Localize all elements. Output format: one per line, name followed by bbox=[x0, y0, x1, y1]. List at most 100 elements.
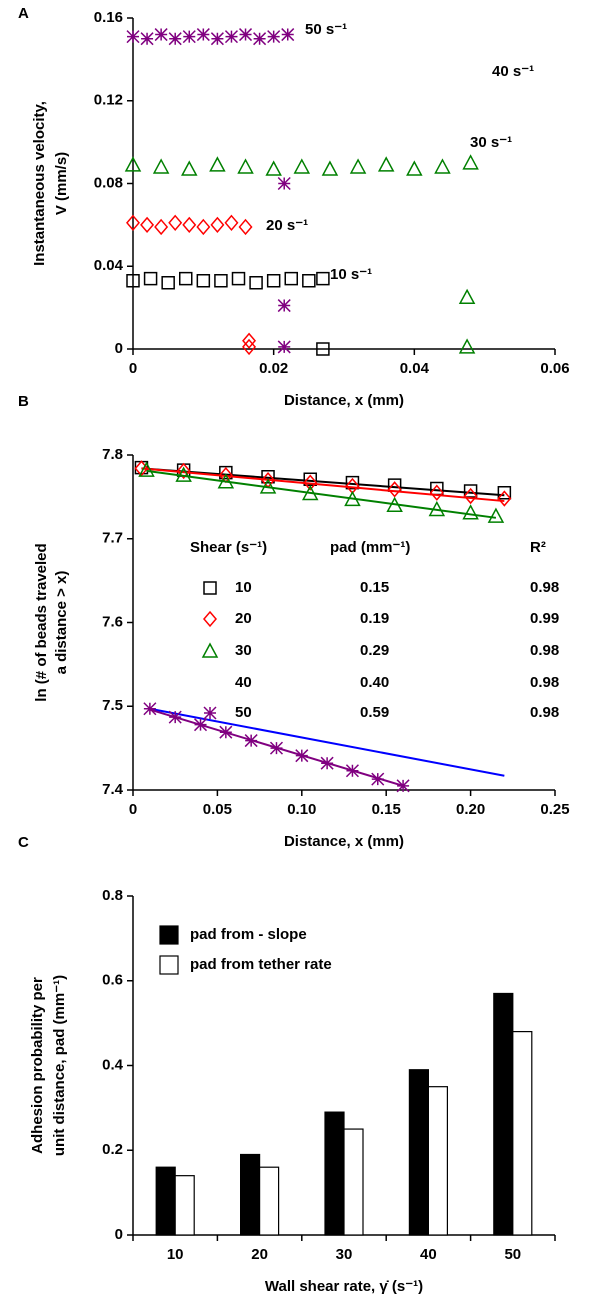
y-axis-title: ln (# of beads traveled bbox=[33, 543, 50, 701]
legend-label: 50 bbox=[235, 704, 252, 721]
marker bbox=[430, 481, 444, 496]
marker bbox=[463, 487, 478, 505]
marker bbox=[179, 271, 193, 286]
marker bbox=[377, 156, 395, 172]
marker bbox=[210, 32, 224, 46]
legend-label: 30 bbox=[235, 642, 252, 659]
marker bbox=[316, 342, 330, 356]
marker bbox=[209, 156, 226, 172]
panel-label: C bbox=[18, 834, 29, 851]
x-tick-label: 0 bbox=[129, 360, 137, 377]
table-cell: 0.19 bbox=[360, 610, 389, 627]
marker bbox=[321, 160, 339, 176]
marker bbox=[242, 338, 257, 356]
bar bbox=[324, 1111, 345, 1236]
series-label: 50 s⁻¹ bbox=[305, 21, 347, 38]
y-axis-title: unit distance, pad (mm⁻¹) bbox=[51, 975, 68, 1156]
marker bbox=[266, 273, 281, 288]
marker bbox=[406, 160, 423, 176]
y-tick-label: 0.6 bbox=[102, 972, 123, 989]
marker bbox=[267, 30, 281, 44]
marker bbox=[293, 158, 311, 174]
marker bbox=[224, 30, 238, 44]
legend-label: 10 bbox=[235, 579, 252, 596]
table-cell: 0.15 bbox=[360, 579, 389, 596]
y-tick-label: 7.8 bbox=[102, 446, 123, 463]
legend-marker bbox=[203, 610, 217, 628]
marker bbox=[126, 214, 140, 231]
marker bbox=[143, 702, 157, 716]
marker bbox=[181, 160, 198, 176]
y-tick-label: 7.5 bbox=[102, 697, 123, 714]
marker bbox=[497, 490, 512, 507]
marker bbox=[249, 276, 263, 290]
marker bbox=[143, 271, 158, 286]
marker bbox=[487, 507, 505, 523]
legend-label: pad from tether rate bbox=[190, 956, 332, 973]
series-label: 40 s⁻¹ bbox=[492, 63, 534, 80]
legend-label: pad from - slope bbox=[190, 926, 307, 943]
y-tick-label: 7.7 bbox=[102, 530, 123, 547]
legend-label: 20 bbox=[235, 610, 252, 627]
marker bbox=[154, 28, 168, 42]
table-cell: 0.98 bbox=[530, 579, 559, 596]
marker bbox=[284, 271, 298, 286]
marker bbox=[303, 474, 318, 491]
y-tick-label: 0.2 bbox=[102, 1141, 123, 1158]
marker bbox=[387, 478, 402, 492]
x-tick-label: 0.25 bbox=[540, 801, 569, 818]
marker bbox=[140, 216, 155, 234]
y-axis-title: Instantaneous velocity, bbox=[31, 101, 48, 266]
legend-marker bbox=[203, 581, 217, 595]
marker bbox=[124, 156, 142, 172]
fit-line bbox=[146, 469, 497, 519]
x-tick-label: 0.06 bbox=[540, 360, 569, 377]
marker bbox=[152, 158, 170, 174]
marker bbox=[214, 273, 228, 288]
table-header: Shear (s⁻¹) bbox=[190, 539, 267, 556]
bar bbox=[240, 1153, 261, 1236]
bar bbox=[155, 1166, 176, 1236]
series-label: 20 s⁻¹ bbox=[266, 217, 308, 234]
marker bbox=[134, 460, 149, 475]
x-tick-label: 0 bbox=[129, 801, 137, 818]
bar bbox=[493, 992, 514, 1236]
marker bbox=[462, 504, 479, 520]
x-axis-title: Distance, x (mm) bbox=[284, 392, 404, 409]
x-axis-title: Distance, x (mm) bbox=[284, 833, 404, 850]
marker bbox=[387, 481, 402, 498]
table-cell: 0.99 bbox=[530, 610, 559, 627]
marker bbox=[302, 273, 316, 288]
series-label: 10 s⁻¹ bbox=[330, 266, 372, 283]
marker bbox=[182, 216, 197, 234]
y-tick-label: 0.8 bbox=[102, 887, 123, 904]
marker bbox=[242, 332, 257, 349]
bar bbox=[427, 1086, 448, 1236]
x-tick-label: 0.20 bbox=[456, 801, 485, 818]
table-cell: 0.40 bbox=[360, 674, 389, 691]
marker bbox=[237, 158, 254, 174]
x-tick-label: 0.10 bbox=[287, 801, 316, 818]
y-axis-title: V (mm/s) bbox=[53, 152, 70, 215]
marker bbox=[224, 214, 239, 231]
fit-line bbox=[141, 467, 505, 503]
fit-line bbox=[149, 707, 505, 777]
x-tick-label: 0.05 bbox=[203, 801, 232, 818]
y-tick-label: 0 bbox=[115, 340, 123, 357]
table-cell: 0.29 bbox=[360, 642, 389, 659]
marker bbox=[138, 461, 155, 477]
table-cell: 0.98 bbox=[530, 674, 559, 691]
marker bbox=[168, 32, 182, 46]
legend-label: 40 bbox=[235, 674, 252, 691]
panel-label: B bbox=[18, 393, 29, 410]
x-tick-label: 50 bbox=[504, 1246, 521, 1263]
marker bbox=[462, 154, 479, 170]
marker bbox=[349, 158, 367, 174]
bar bbox=[343, 1128, 364, 1236]
table-header: pad (mm⁻¹) bbox=[330, 539, 410, 556]
bar bbox=[174, 1175, 195, 1236]
marker bbox=[239, 28, 253, 42]
y-tick-label: 0.16 bbox=[94, 9, 123, 26]
y-tick-label: 0.08 bbox=[94, 174, 123, 191]
y-axis-title: Adhesion probability per bbox=[29, 977, 46, 1154]
